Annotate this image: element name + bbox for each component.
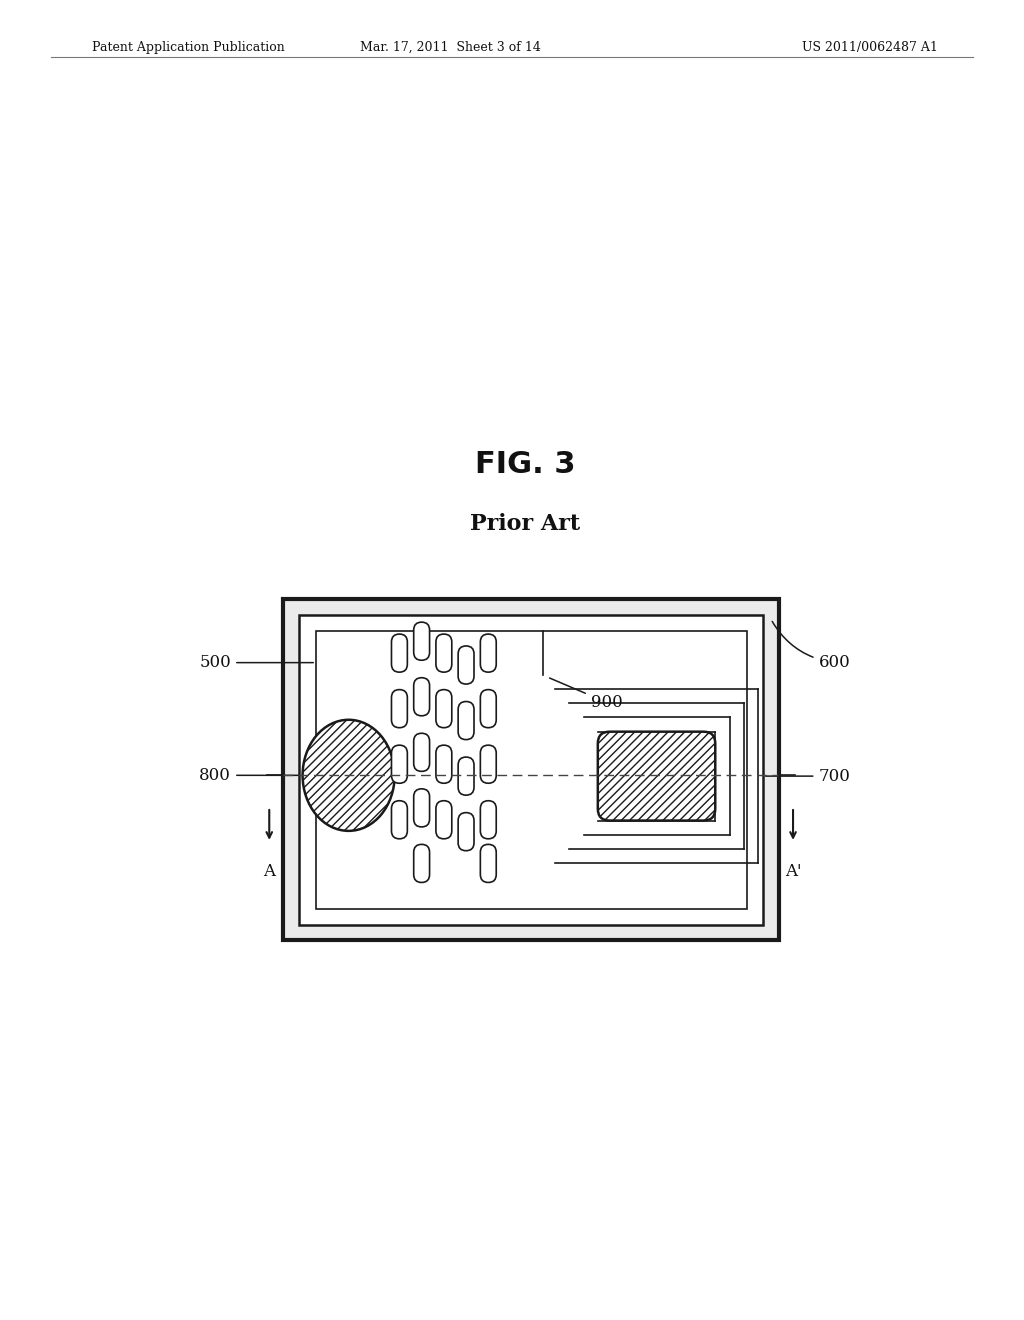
- Text: Prior Art: Prior Art: [470, 512, 580, 535]
- Text: 800: 800: [200, 767, 300, 784]
- Text: FIG. 3: FIG. 3: [474, 450, 575, 479]
- FancyBboxPatch shape: [414, 734, 430, 771]
- FancyBboxPatch shape: [480, 634, 497, 672]
- FancyBboxPatch shape: [436, 746, 452, 783]
- Text: Patent Application Publication: Patent Application Publication: [92, 41, 285, 54]
- Text: A': A': [784, 862, 802, 879]
- FancyBboxPatch shape: [414, 845, 430, 883]
- FancyBboxPatch shape: [414, 677, 430, 715]
- FancyBboxPatch shape: [458, 758, 474, 795]
- Text: 900: 900: [550, 678, 623, 710]
- FancyBboxPatch shape: [391, 746, 408, 783]
- Text: 600: 600: [772, 622, 850, 671]
- FancyBboxPatch shape: [436, 689, 452, 727]
- FancyBboxPatch shape: [391, 801, 408, 838]
- Text: US 2011/0062487 A1: US 2011/0062487 A1: [803, 41, 938, 54]
- Text: 500: 500: [200, 655, 313, 671]
- Bar: [283, 599, 778, 940]
- FancyBboxPatch shape: [480, 845, 497, 883]
- FancyBboxPatch shape: [391, 634, 408, 672]
- FancyBboxPatch shape: [458, 701, 474, 739]
- FancyBboxPatch shape: [414, 789, 430, 826]
- Text: 700: 700: [766, 768, 850, 784]
- Bar: [316, 631, 748, 908]
- Ellipse shape: [303, 719, 394, 830]
- FancyBboxPatch shape: [480, 689, 497, 727]
- FancyBboxPatch shape: [414, 622, 430, 660]
- FancyBboxPatch shape: [480, 801, 497, 838]
- FancyBboxPatch shape: [458, 813, 474, 850]
- Text: A: A: [263, 862, 275, 879]
- FancyBboxPatch shape: [458, 645, 474, 684]
- FancyBboxPatch shape: [391, 689, 408, 727]
- FancyBboxPatch shape: [598, 731, 715, 821]
- FancyBboxPatch shape: [436, 634, 452, 672]
- Bar: [299, 615, 763, 924]
- FancyBboxPatch shape: [436, 801, 452, 838]
- FancyBboxPatch shape: [480, 746, 497, 783]
- Text: Mar. 17, 2011  Sheet 3 of 14: Mar. 17, 2011 Sheet 3 of 14: [360, 41, 541, 54]
